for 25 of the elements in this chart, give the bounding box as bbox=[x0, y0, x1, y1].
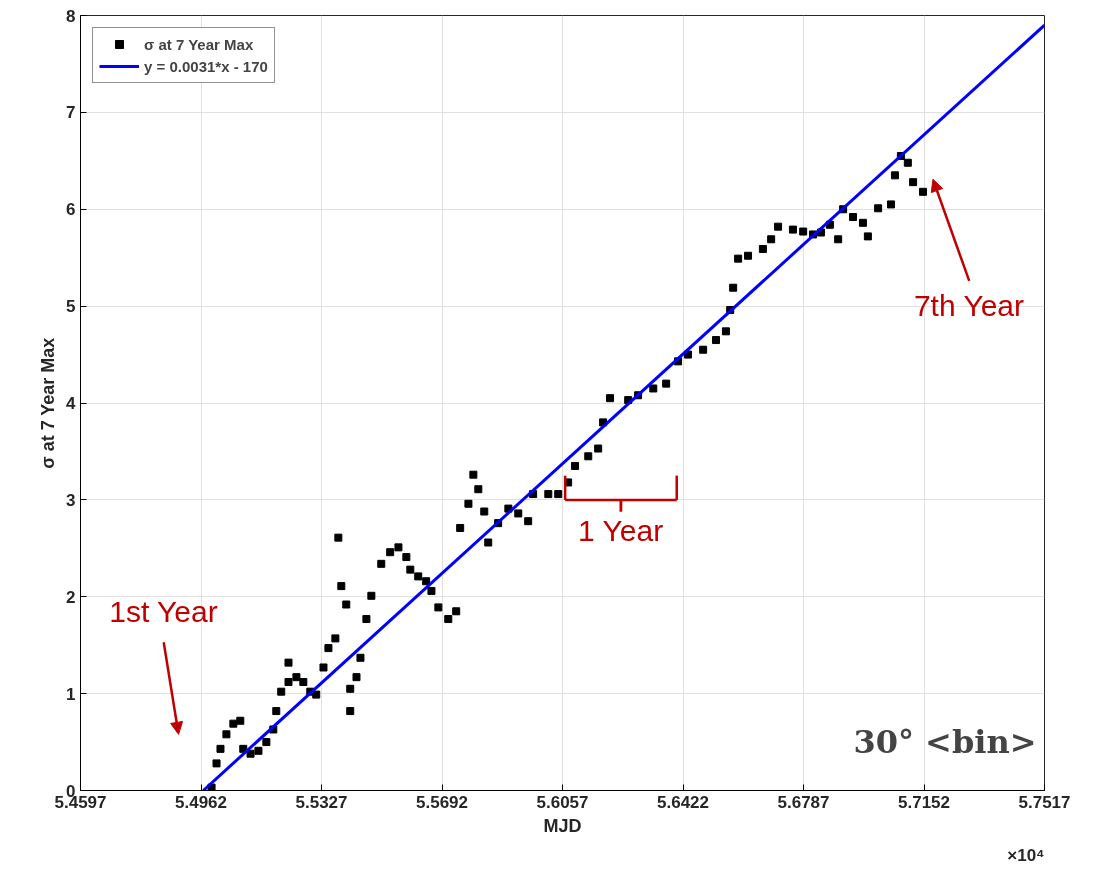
y-tick-label: 1 bbox=[66, 684, 76, 704]
x-tick-label: 5.6787 bbox=[777, 792, 830, 812]
x-tick-label: 5.7152 bbox=[898, 792, 950, 812]
annotation: 30° <bin> bbox=[853, 723, 1037, 762]
y-tick-label: 6 bbox=[66, 200, 76, 220]
y-tick-label: 7 bbox=[66, 103, 76, 123]
y-axis-title: σ at 7 Year Max bbox=[38, 337, 59, 469]
x-tick-label: 5.7517 bbox=[1018, 792, 1071, 812]
y-tick-label: 2 bbox=[66, 587, 76, 607]
annotation: 1 Year bbox=[578, 514, 664, 548]
y-tick-label: 5 bbox=[66, 297, 76, 317]
annotation: 7th Year bbox=[913, 288, 1025, 322]
annotation: 1st Year bbox=[109, 594, 218, 628]
x-tick-label: 5.6057 bbox=[536, 792, 589, 812]
legend-label: σ at 7 Year Max bbox=[144, 35, 254, 53]
x-axis-title: MJD bbox=[543, 815, 582, 836]
x-tick-label: 5.6422 bbox=[657, 792, 709, 812]
x-tick-label: 5.5327 bbox=[295, 792, 348, 812]
x-tick-label: 5.5692 bbox=[416, 792, 468, 812]
x-tick-label: 5.4962 bbox=[175, 792, 227, 812]
y-tick-label: 8 bbox=[66, 6, 76, 26]
legend-label: y = 0.0031*x - 170 bbox=[144, 57, 268, 75]
y-tick-label: 3 bbox=[66, 490, 76, 510]
y-tick-label: 4 bbox=[66, 394, 77, 413]
text: ×10⁴ bbox=[1007, 845, 1045, 865]
